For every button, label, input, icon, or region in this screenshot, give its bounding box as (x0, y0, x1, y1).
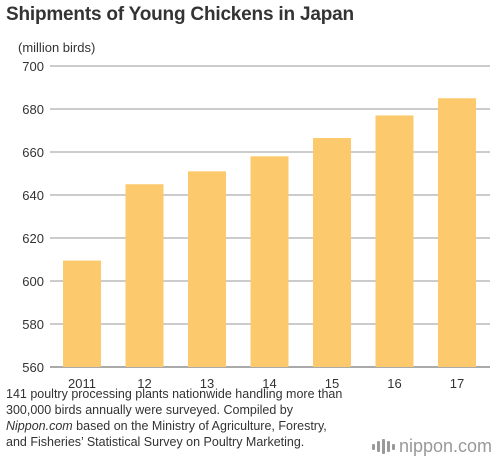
x-tick-label: 14 (262, 376, 276, 391)
footnote-line-3: Nippon.com based on the Ministry of Agri… (6, 418, 386, 434)
y-tick-label: 700 (22, 59, 44, 74)
y-tick-label: 680 (22, 102, 44, 117)
bar (375, 115, 414, 367)
footnote-source: Nippon.com (6, 419, 73, 433)
y-tick-label: 580 (22, 317, 44, 332)
nippon-logo-icon (371, 439, 395, 454)
footnote-line-4: and Fisheries’ Statistical Survey on Pou… (6, 435, 305, 449)
bar (125, 184, 164, 367)
footnote: 141 poultry processing plants nationwide… (6, 386, 386, 450)
y-axis-unit-label: (million birds) (18, 40, 96, 55)
x-tick-label: 12 (137, 376, 151, 391)
bar (188, 171, 226, 367)
y-tick-label: 560 (22, 360, 44, 375)
bar-chart: 560 580 600 620 640 660 680 700 2011 12 13 14 15 16 17 (22, 59, 490, 391)
bar (313, 138, 351, 367)
y-tick-label: 660 (22, 145, 44, 160)
x-tick-label: 17 (450, 376, 464, 391)
brand-text: nippon.com (398, 436, 492, 456)
bar (63, 260, 101, 367)
y-tick-label: 600 (22, 274, 44, 289)
x-tick-label: 16 (387, 376, 401, 391)
chart-title: Shipments of Young Chickens in Japan (6, 4, 354, 25)
x-tick-label: 13 (200, 376, 214, 391)
footnote-line-1: 141 poultry processing plants nationwide… (6, 387, 343, 401)
footnote-line-2: 300,000 birds annually were surveyed. Co… (6, 403, 293, 417)
footnote-line-3-rest: based on the Ministry of Agriculture, Fo… (72, 419, 327, 433)
y-tick-label: 620 (22, 231, 44, 246)
x-tick-label: 15 (325, 376, 339, 391)
x-tick-label: 2011 (68, 376, 96, 391)
bar (250, 156, 289, 367)
brand-logo: nippon.com (371, 436, 492, 457)
y-tick-label: 640 (22, 188, 44, 203)
bar (438, 98, 476, 367)
